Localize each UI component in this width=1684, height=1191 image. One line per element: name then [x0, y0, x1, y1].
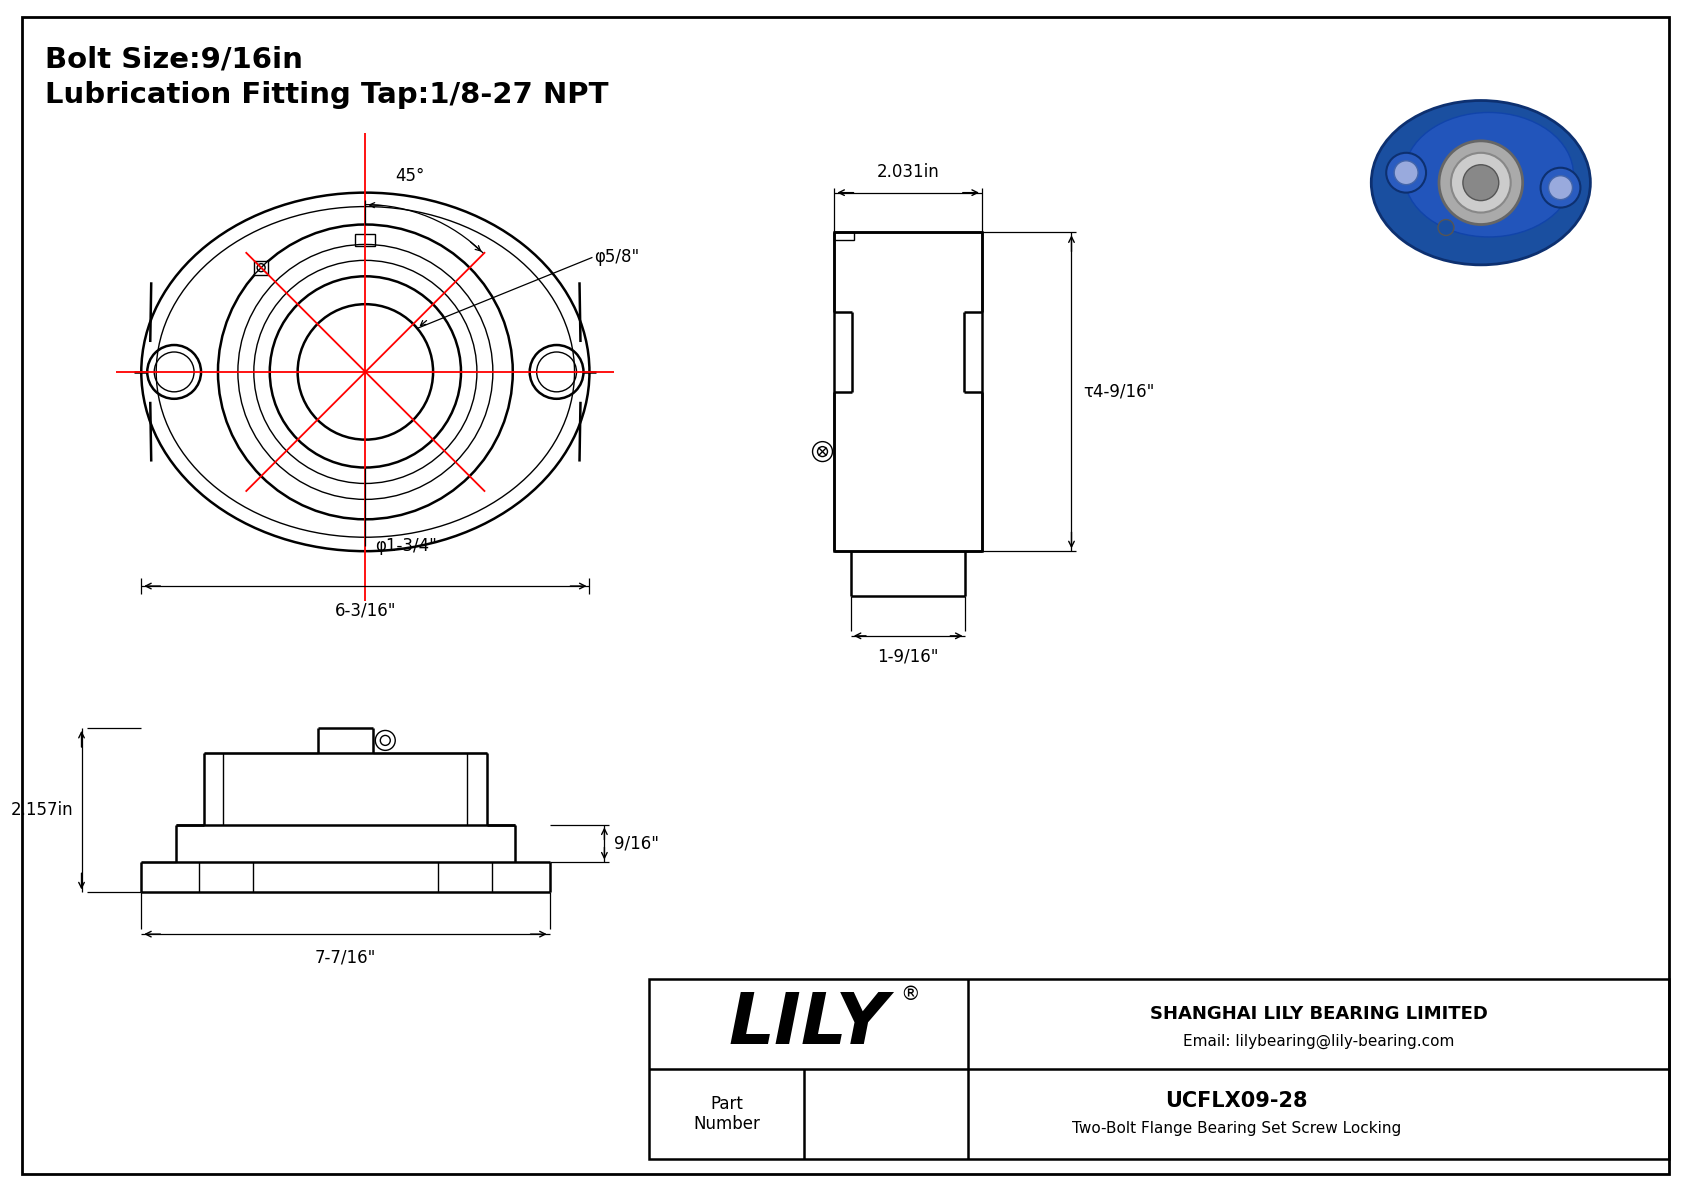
- Circle shape: [1386, 152, 1426, 193]
- Text: 7-7/16": 7-7/16": [315, 948, 376, 966]
- Text: Email: lilybearing@lily-bearing.com: Email: lilybearing@lily-bearing.com: [1182, 1034, 1455, 1049]
- Circle shape: [1549, 176, 1573, 200]
- Ellipse shape: [1371, 100, 1590, 264]
- Text: φ1-3/4": φ1-3/4": [376, 537, 438, 555]
- Circle shape: [1463, 164, 1499, 200]
- Text: ®: ®: [901, 985, 919, 1004]
- Text: LILY: LILY: [729, 990, 889, 1059]
- Text: 45°: 45°: [396, 167, 424, 185]
- Circle shape: [1440, 141, 1522, 225]
- Text: Bolt Size:9/16in: Bolt Size:9/16in: [45, 45, 303, 73]
- Text: 6-3/16": 6-3/16": [335, 601, 396, 621]
- Text: 1-9/16": 1-9/16": [877, 648, 940, 666]
- Circle shape: [1541, 168, 1580, 207]
- Text: φ5/8": φ5/8": [594, 249, 640, 267]
- Bar: [835, 232, 982, 551]
- Bar: [355, 235, 376, 247]
- Bar: [835, 232, 854, 241]
- Text: Part: Part: [711, 1095, 743, 1112]
- Text: τ4-9/16": τ4-9/16": [1083, 382, 1155, 401]
- Text: UCFLX09-28: UCFLX09-28: [1165, 1091, 1307, 1111]
- Bar: [650, 979, 1669, 1159]
- Text: Two-Bolt Flange Bearing Set Screw Locking: Two-Bolt Flange Bearing Set Screw Lockin…: [1071, 1122, 1401, 1136]
- Text: Number: Number: [692, 1115, 759, 1133]
- Text: 2.031in: 2.031in: [877, 163, 940, 181]
- Circle shape: [1438, 219, 1453, 236]
- Text: Lubrication Fitting Tap:1/8-27 NPT: Lubrication Fitting Tap:1/8-27 NPT: [45, 81, 608, 110]
- Text: 2.157in: 2.157in: [10, 802, 74, 819]
- Text: SHANGHAI LILY BEARING LIMITED: SHANGHAI LILY BEARING LIMITED: [1150, 1005, 1487, 1023]
- Circle shape: [1452, 152, 1511, 212]
- Ellipse shape: [1404, 112, 1573, 237]
- Bar: [254, 261, 268, 275]
- Circle shape: [1394, 161, 1418, 185]
- Text: 9/16": 9/16": [615, 835, 660, 853]
